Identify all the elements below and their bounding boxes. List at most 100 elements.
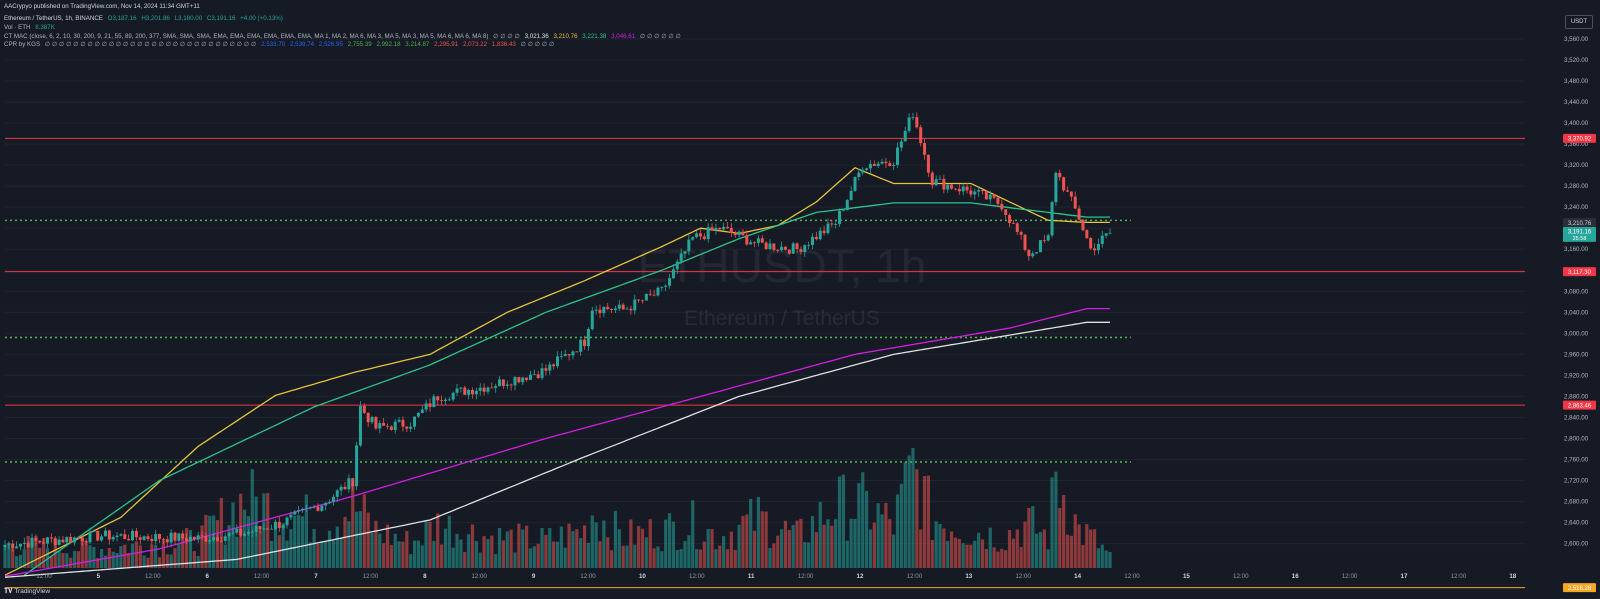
candle-body <box>559 356 563 357</box>
candle-body <box>818 230 822 240</box>
volume-bar <box>849 518 853 568</box>
volume-bar <box>779 529 784 568</box>
price-tick-label: 3,280.00 <box>1564 183 1589 190</box>
volume-bar <box>536 543 540 568</box>
volume-bar <box>942 528 946 568</box>
candle-body <box>455 388 459 393</box>
volume-bar <box>378 533 382 568</box>
volume-bar <box>494 554 498 568</box>
candle-body <box>471 390 474 395</box>
candle-body <box>868 163 872 169</box>
volume-bar <box>911 447 915 568</box>
horizontal-levels <box>5 137 1525 589</box>
candle-body <box>57 539 61 545</box>
candle-body <box>378 423 382 429</box>
volume-bar <box>96 558 100 568</box>
volume-bar <box>331 540 336 568</box>
candle-body <box>405 426 409 429</box>
candle-body <box>351 478 355 487</box>
candle-body <box>1031 253 1035 257</box>
candle-body <box>1069 191 1073 197</box>
candle-body <box>169 532 173 543</box>
volume-bar <box>579 538 583 568</box>
candle-body <box>613 308 617 311</box>
candle-body <box>517 377 521 383</box>
candle-body <box>1027 249 1031 257</box>
volume-bar <box>698 549 703 568</box>
ohlc-low: L3,180.00 <box>174 15 203 22</box>
time-tick-label: 12:00 <box>145 573 161 580</box>
candle-body <box>181 533 185 539</box>
volume-bar <box>192 551 196 568</box>
price-tick-label: 3,480.00 <box>1564 78 1589 85</box>
currency-selector[interactable]: USDT <box>1565 15 1593 29</box>
volume-bar <box>834 519 838 568</box>
tradingview-logo[interactable]: 𝐓𝐕 TradingView <box>4 588 50 596</box>
volume-bar <box>150 544 154 568</box>
volume-bar <box>528 548 533 568</box>
candle-body <box>772 243 776 250</box>
volume-bar <box>524 525 529 568</box>
ma-price-tag <box>1563 218 1596 228</box>
candle-body <box>80 538 84 542</box>
cpr-legend[interactable]: CPR by KGS ∅ ∅ ∅ ∅ ∅ ∅ ∅ ∅ ∅ ∅ ∅ ∅ ∅ ∅ ∅… <box>4 40 557 49</box>
volume-bar <box>57 550 61 568</box>
volume-bar <box>915 469 919 568</box>
candle-body <box>436 396 440 401</box>
candle-body <box>799 249 803 252</box>
candle-body <box>633 299 637 311</box>
volume-legend[interactable]: Vol · ETH 8.387K <box>4 23 58 32</box>
volume-bar <box>181 536 185 568</box>
volume-bar <box>1085 524 1089 568</box>
volume-bar <box>633 544 637 568</box>
time-tick-label: 11 <box>748 573 755 580</box>
volume-bar <box>934 521 938 568</box>
candle-body <box>795 243 799 250</box>
candle-body <box>660 286 664 288</box>
time-tick-label: 6 <box>205 573 209 580</box>
time-tick-label: 12:00 <box>798 573 814 580</box>
volume-bar <box>895 494 900 568</box>
candle-body <box>103 530 107 537</box>
candle-body <box>865 168 869 170</box>
volume-bar <box>1019 547 1023 568</box>
cpr-value-1: 2,533.70 <box>261 41 286 48</box>
volume-bar <box>173 548 177 568</box>
candle-body <box>942 178 946 190</box>
volume-bar <box>563 547 567 568</box>
volume-bar <box>977 532 981 568</box>
symbol-legend[interactable]: Ethereum / TetherUS, 1h, BINANCE O3,187.… <box>4 14 286 23</box>
volume-bar <box>161 540 166 568</box>
candle-body <box>192 536 196 540</box>
candle-body <box>490 387 494 389</box>
candle-body <box>764 242 768 250</box>
mac-legend[interactable]: CT MAC (close, 6, 2, 10, 30, 200, 9, 21,… <box>4 32 684 41</box>
candle-body <box>691 237 695 240</box>
candle-body <box>888 163 892 166</box>
volume-bar <box>269 541 274 568</box>
candle-body <box>1073 196 1077 209</box>
time-tick-label: 12:00 <box>1342 573 1358 580</box>
candle-body <box>1100 235 1104 244</box>
volume-bar <box>273 526 278 568</box>
price-tick-label: 3,400.00 <box>1564 120 1589 127</box>
volume-bar <box>609 550 614 568</box>
candle-body <box>223 536 227 541</box>
volume-bar <box>671 521 676 568</box>
candle-body <box>185 538 189 542</box>
volume-bar <box>853 518 857 568</box>
candle-body <box>884 161 888 164</box>
volume-bar <box>1034 533 1039 568</box>
volume-bar <box>26 535 30 568</box>
volume-bar <box>111 551 115 568</box>
candle-body <box>621 304 625 310</box>
published-text: AACrypyo published on TradingView.com, N… <box>4 3 200 10</box>
volume-bar <box>1046 549 1050 568</box>
volume-bar <box>231 502 235 568</box>
candle-body <box>277 521 281 528</box>
volume-bar <box>613 510 618 568</box>
volume-bar <box>903 462 907 568</box>
volume-bar <box>864 490 869 568</box>
candle-body <box>22 542 26 544</box>
